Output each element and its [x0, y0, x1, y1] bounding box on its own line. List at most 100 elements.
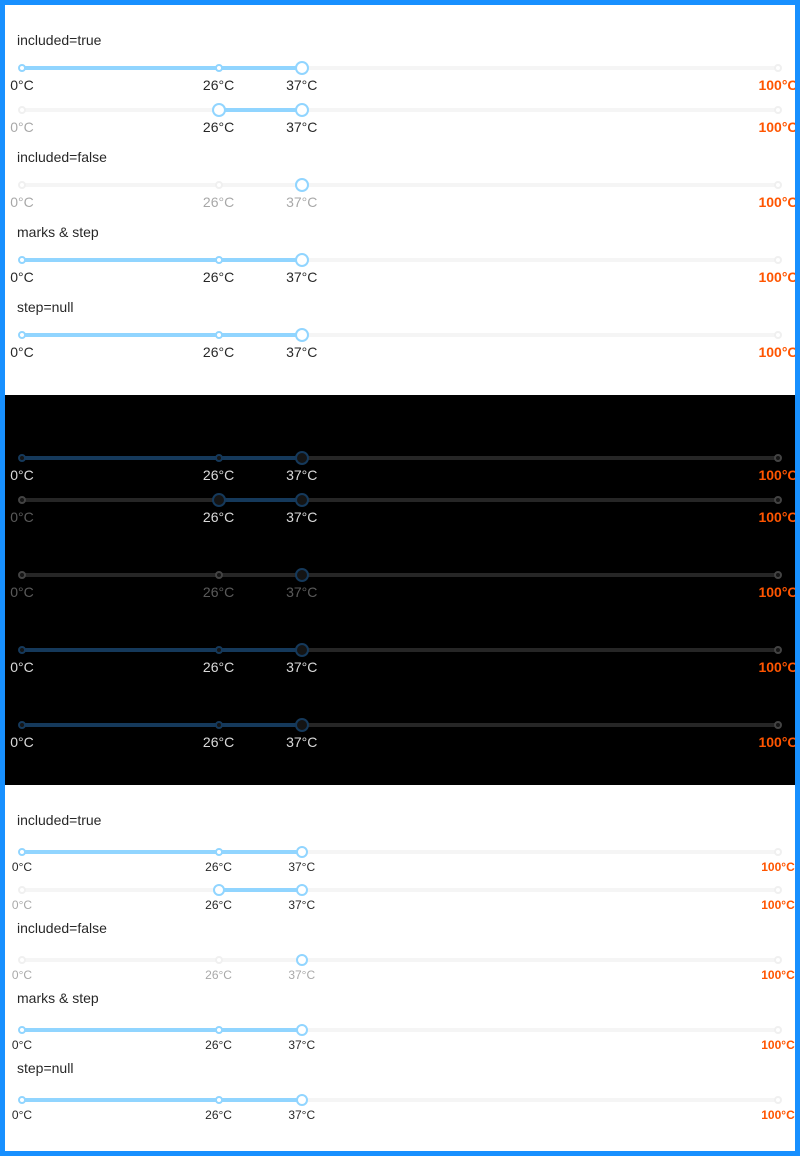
slider-mark-0-marks-step-dark[interactable]: 0°C: [10, 659, 34, 675]
slider-handle-1-step-null-dark[interactable]: [294, 718, 309, 732]
slider-rail-included-false-small[interactable]: [22, 958, 778, 962]
slider-handle-1-included-false-small[interactable]: [295, 954, 308, 966]
slider-dot-0-included-true-single[interactable]: [18, 64, 26, 72]
slider-mark-0-included-true-range[interactable]: 0°C: [10, 119, 34, 135]
slider-mark-0-step-null-dark[interactable]: 0°C: [10, 734, 34, 750]
slider-dot-100-included-true-single[interactable]: [774, 64, 782, 72]
slider-rail-included-true-range-small[interactable]: [22, 888, 778, 892]
slider-dot-100-included-false[interactable]: [774, 181, 782, 189]
slider-mark-37-included-true-range-dark[interactable]: 37°C: [286, 509, 318, 525]
slider-handle-1-marks-step[interactable]: [294, 253, 309, 267]
slider-mark-0-included-true-single-small[interactable]: 0°C: [11, 860, 33, 874]
slider-rail-included-false-dark[interactable]: [22, 573, 778, 577]
slider-mark-100-included-true-single-small[interactable]: 100°C: [761, 860, 795, 874]
slider-rail-marks-step-dark[interactable]: [22, 648, 778, 652]
slider-handle-1-step-null-small[interactable]: [295, 1094, 308, 1106]
slider-handle-1-included-false-dark[interactable]: [294, 568, 309, 582]
slider-mark-100-marks-step[interactable]: 100°C: [758, 269, 798, 285]
slider-dot-0-included-false-small[interactable]: [18, 956, 26, 964]
slider-dot-0-included-true-range-dark[interactable]: [18, 496, 26, 504]
slider-mark-100-included-true-range[interactable]: 100°C: [758, 119, 798, 135]
slider-mark-37-included-true-range-small[interactable]: 37°C: [288, 898, 316, 912]
slider-mark-0-step-null[interactable]: 0°C: [10, 344, 34, 360]
slider-mark-37-included-false[interactable]: 37°C: [286, 194, 318, 210]
slider-dot-0-marks-step-small[interactable]: [18, 1026, 26, 1034]
slider-dot-26-marks-step-dark[interactable]: [214, 646, 223, 654]
slider-mark-0-included-false[interactable]: 0°C: [10, 194, 34, 210]
slider-mark-100-marks-step-small[interactable]: 100°C: [761, 1038, 795, 1052]
slider-handle-1-included-false[interactable]: [294, 178, 309, 192]
slider-mark-37-included-true-single-dark[interactable]: 37°C: [286, 467, 318, 483]
slider-mark-100-included-false-dark[interactable]: 100°C: [758, 584, 798, 600]
slider-mark-0-included-true-range-dark[interactable]: 0°C: [10, 509, 34, 525]
slider-mark-37-marks-step-small[interactable]: 37°C: [288, 1038, 316, 1052]
slider-mark-0-included-true-single[interactable]: 0°C: [10, 77, 34, 93]
slider-dot-26-included-true-single-dark[interactable]: [214, 454, 223, 462]
slider-mark-37-included-true-single-small[interactable]: 37°C: [288, 860, 316, 874]
slider-mark-37-marks-step-dark[interactable]: 37°C: [286, 659, 318, 675]
slider-mark-100-marks-step-dark[interactable]: 100°C: [758, 659, 798, 675]
slider-mark-26-included-true-single[interactable]: 26°C: [202, 77, 235, 93]
slider-mark-0-marks-step[interactable]: 0°C: [10, 269, 34, 285]
slider-mark-26-included-true-single-dark[interactable]: 26°C: [202, 467, 235, 483]
slider-dot-100-marks-step-small[interactable]: [774, 1026, 782, 1034]
slider-rail-included-false[interactable]: [22, 183, 778, 187]
slider-handle-1-marks-step-dark[interactable]: [294, 643, 309, 657]
slider-rail-included-true-single[interactable]: [22, 66, 778, 70]
slider-mark-100-included-true-range-small[interactable]: 100°C: [761, 898, 795, 912]
slider-dot-100-marks-step-dark[interactable]: [774, 646, 782, 654]
slider-dot-100-included-false-dark[interactable]: [774, 571, 782, 579]
slider-dot-0-included-false[interactable]: [18, 181, 26, 189]
slider-rail-step-null-small[interactable]: [22, 1098, 778, 1102]
slider-dot-26-marks-step[interactable]: [214, 256, 223, 264]
slider-mark-37-included-false-small[interactable]: 37°C: [288, 968, 316, 982]
slider-dot-100-included-true-range-dark[interactable]: [774, 496, 782, 504]
slider-mark-100-included-true-single[interactable]: 100°C: [758, 77, 798, 93]
slider-rail-step-null[interactable]: [22, 333, 778, 337]
slider-mark-0-step-null-small[interactable]: 0°C: [11, 1108, 33, 1122]
slider-mark-37-marks-step[interactable]: 37°C: [286, 269, 318, 285]
slider-dot-100-marks-step[interactable]: [774, 256, 782, 264]
slider-dot-100-included-true-single-small[interactable]: [774, 848, 782, 856]
slider-handle-1-included-true-single-small[interactable]: [295, 846, 308, 858]
slider-mark-100-step-null[interactable]: 100°C: [758, 344, 798, 360]
slider-handle-2-included-true-range-dark[interactable]: [294, 493, 309, 507]
slider-handle-1-included-true-single-dark[interactable]: [294, 451, 309, 465]
slider-dot-26-included-false[interactable]: [214, 181, 223, 189]
slider-dot-100-step-null-small[interactable]: [774, 1096, 782, 1104]
slider-dot-26-step-null[interactable]: [214, 331, 223, 339]
slider-mark-100-step-null-dark[interactable]: 100°C: [758, 734, 798, 750]
slider-handle-2-included-true-range-small[interactable]: [295, 884, 308, 896]
slider-dot-100-included-true-single-dark[interactable]: [774, 454, 782, 462]
slider-mark-26-included-true-range-dark[interactable]: 26°C: [202, 509, 235, 525]
slider-mark-26-included-true-range-small[interactable]: 26°C: [205, 898, 232, 912]
slider-dot-0-step-null[interactable]: [18, 331, 26, 339]
slider-dot-0-marks-step[interactable]: [18, 256, 26, 264]
slider-mark-26-included-false-dark[interactable]: 26°C: [202, 584, 235, 600]
slider-dot-0-included-true-single-small[interactable]: [18, 848, 26, 856]
slider-mark-0-included-true-single-dark[interactable]: 0°C: [10, 467, 34, 483]
slider-rail-marks-step[interactable]: [22, 258, 778, 262]
slider-dot-0-included-false-dark[interactable]: [18, 571, 26, 579]
slider-mark-26-marks-step[interactable]: 26°C: [202, 269, 235, 285]
slider-dot-26-included-false-dark[interactable]: [214, 571, 223, 579]
slider-dot-0-step-null-dark[interactable]: [18, 721, 26, 729]
slider-dot-26-step-null-dark[interactable]: [214, 721, 223, 729]
slider-handle-1-included-true-single[interactable]: [294, 61, 309, 75]
slider-dot-0-marks-step-dark[interactable]: [18, 646, 26, 654]
slider-mark-0-included-false-dark[interactable]: 0°C: [10, 584, 34, 600]
slider-mark-26-step-null-dark[interactable]: 26°C: [202, 734, 235, 750]
slider-mark-37-included-false-dark[interactable]: 37°C: [286, 584, 318, 600]
slider-mark-26-included-true-range[interactable]: 26°C: [202, 119, 235, 135]
slider-handle-2-included-true-range[interactable]: [294, 103, 309, 117]
slider-rail-included-true-range-dark[interactable]: [22, 498, 778, 502]
slider-mark-100-included-true-range-dark[interactable]: 100°C: [758, 509, 798, 525]
slider-mark-0-included-false-small[interactable]: 0°C: [11, 968, 33, 982]
slider-dot-100-included-false-small[interactable]: [774, 956, 782, 964]
slider-dot-0-step-null-small[interactable]: [18, 1096, 26, 1104]
slider-dot-26-step-null-small[interactable]: [214, 1096, 223, 1104]
slider-dot-26-included-true-single-small[interactable]: [214, 848, 223, 856]
slider-mark-26-marks-step-dark[interactable]: 26°C: [202, 659, 235, 675]
slider-mark-0-marks-step-small[interactable]: 0°C: [11, 1038, 33, 1052]
slider-dot-0-included-true-range-small[interactable]: [18, 886, 26, 894]
